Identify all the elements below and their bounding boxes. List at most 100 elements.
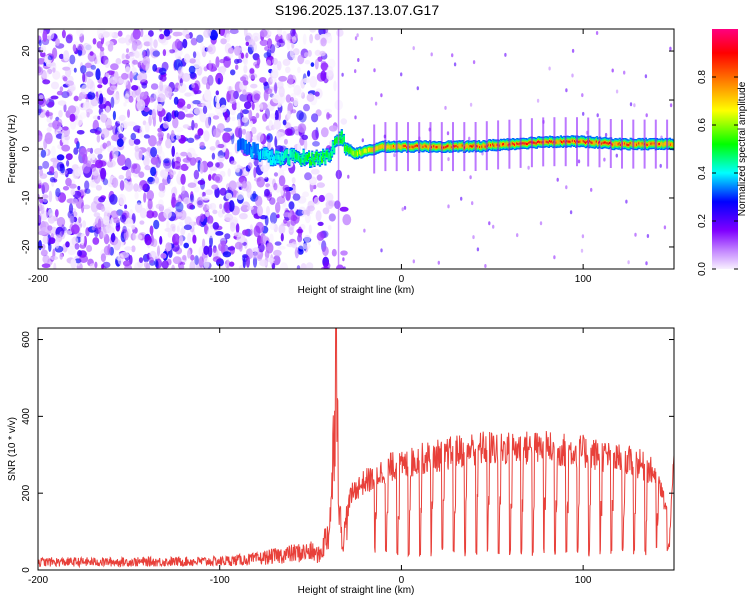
noise-blob	[102, 261, 111, 269]
ridge-segment	[515, 142, 518, 147]
noise-blob	[125, 169, 132, 180]
noise-blob	[185, 34, 190, 39]
noise-blob	[102, 142, 107, 149]
noise-blob	[234, 241, 243, 250]
noise-blob	[623, 70, 626, 75]
noise-blob	[212, 246, 217, 253]
noise-blob	[451, 53, 454, 58]
noise-blob	[245, 131, 251, 143]
noise-blob	[77, 43, 84, 52]
noise-blob	[134, 191, 139, 200]
noise-blob	[53, 262, 57, 269]
noise-blob	[105, 72, 110, 78]
noise-blob	[40, 243, 46, 250]
noise-blob	[234, 126, 243, 138]
noise-blob	[159, 235, 163, 245]
spectrogram-ylabel: Frequency (Hz)	[7, 115, 18, 184]
noise-blob	[196, 34, 204, 43]
noise-blob	[123, 260, 131, 267]
ridge-streak	[452, 122, 454, 172]
x-tick-label: 0	[399, 274, 405, 285]
noise-blob	[251, 32, 261, 42]
noise-blob	[164, 86, 173, 98]
noise-blob	[143, 261, 149, 269]
noise-blob	[253, 61, 260, 67]
noise-blob	[203, 257, 210, 269]
noise-blob	[262, 113, 268, 122]
noise-blob	[134, 50, 140, 59]
snr-ylabel: SNR (10 * v/v)	[7, 417, 18, 481]
noise-blob	[229, 98, 237, 104]
noise-blob	[176, 133, 181, 140]
noise-blob	[61, 144, 71, 152]
noise-blob	[209, 146, 216, 151]
noise-blob	[230, 222, 236, 232]
noise-blob	[82, 204, 91, 210]
noise-blob	[106, 159, 116, 168]
ridge-segment	[551, 140, 554, 143]
noise-blob	[128, 37, 137, 44]
ridge-streak	[519, 118, 522, 168]
noise-blob	[202, 105, 208, 115]
noise-blob	[271, 68, 279, 78]
noise-blob	[104, 206, 113, 213]
noise-blob	[68, 203, 74, 214]
noise-blob	[62, 66, 71, 71]
noise-blob	[342, 257, 345, 262]
noise-blob	[123, 229, 129, 241]
noise-blob	[276, 132, 285, 140]
noise-blob	[447, 157, 450, 162]
noise-blob	[274, 82, 278, 95]
noise-blob	[249, 68, 255, 75]
noise-blob	[192, 234, 197, 244]
noise-blob	[86, 245, 93, 252]
noise-blob	[100, 167, 107, 180]
noise-blob	[227, 168, 231, 177]
noise-blob	[148, 115, 152, 127]
noise-blob	[50, 95, 59, 100]
noise-blob	[212, 222, 219, 230]
noise-blob	[208, 59, 212, 72]
noise-blob	[172, 256, 182, 265]
noise-blob	[79, 254, 89, 263]
noise-blob	[90, 201, 99, 213]
noise-blob	[215, 176, 221, 182]
noise-blob	[274, 136, 278, 148]
noise-blob	[68, 86, 76, 92]
noise-blob	[234, 181, 242, 188]
noise-blob	[82, 72, 86, 83]
noise-blob	[160, 253, 167, 259]
noise-blob	[193, 107, 203, 115]
noise-blob	[219, 187, 227, 196]
noise-blob	[152, 64, 158, 72]
noise-blob	[38, 184, 42, 189]
noise-blob	[220, 104, 227, 113]
noise-blob	[80, 233, 85, 246]
noise-blob	[242, 257, 246, 269]
noise-blob	[52, 121, 61, 128]
noise-blob	[257, 205, 263, 217]
noise-blob	[308, 224, 312, 235]
noise-blob	[61, 224, 65, 235]
noise-blob	[92, 38, 97, 45]
noise-blob	[611, 68, 614, 73]
noise-blob	[222, 65, 226, 76]
noise-blob	[175, 201, 184, 213]
noise-blob	[80, 65, 87, 74]
y-tick-label: 600	[21, 331, 32, 348]
noise-blob	[212, 256, 222, 263]
noise-blob	[215, 102, 221, 109]
noise-blob	[205, 211, 210, 218]
noise-blob	[91, 167, 100, 176]
noise-blob	[251, 102, 255, 111]
noise-blob	[110, 96, 115, 109]
noise-blob	[236, 191, 245, 201]
noise-blob	[152, 50, 161, 57]
noise-blob	[248, 109, 253, 121]
noise-blob	[322, 29, 329, 34]
noise-blob	[340, 118, 348, 125]
noise-blob	[273, 172, 279, 177]
noise-blob	[246, 188, 253, 199]
